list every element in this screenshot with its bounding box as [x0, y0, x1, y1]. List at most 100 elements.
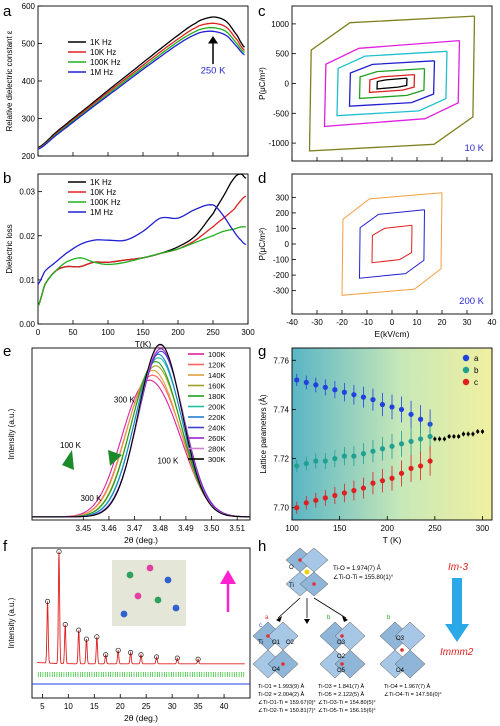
panel-g-point [294, 463, 300, 469]
atom-label-o3-middle: O3 [337, 640, 346, 646]
b-xtick-label: 200 [171, 328, 185, 337]
panel-g-point [332, 387, 338, 393]
panel-d-loop-0 [341, 192, 443, 296]
panel-g-point [303, 500, 309, 506]
c-ytick-label: -500 [273, 109, 290, 118]
panel-g-point [398, 406, 405, 413]
middle-text-1: Ti-O3 = 1.841(7) Å [318, 683, 365, 690]
f-xtick-label: 15 [90, 702, 99, 711]
d-xtick-label: 10 [413, 318, 422, 327]
panel-label-a: a [3, 3, 12, 20]
panel-b-ylabel: Dielectric loss [5, 224, 14, 273]
panel-g-xlabel: T (K) [383, 535, 402, 545]
panel-e-series-10 [32, 343, 250, 518]
panel-g-point [379, 446, 386, 452]
middle-text-4: ∠Ti-O5-Ti = 156.15(6)° [318, 707, 376, 714]
f-xtick-label: 30 [168, 702, 177, 711]
d-xtick-label: -40 [286, 318, 298, 327]
g-xtick-label: 200 [381, 524, 395, 533]
atom-label-o5-middle: O5 [337, 668, 346, 674]
panel-b-frame [37, 173, 249, 325]
panel-g-point [398, 470, 405, 476]
panel-c-loop-3 [348, 60, 436, 107]
a-ytick-label: 300 [22, 115, 36, 124]
b-xtick-label: 100 [101, 328, 115, 337]
panel-g-point [360, 485, 367, 491]
c-ytick-label: 1000 [271, 20, 289, 29]
panel-e-annotation: 100 K [157, 456, 179, 465]
f-xtick-label: 40 [220, 702, 229, 711]
panel-d-xlabel: E(kV/cm) [375, 329, 410, 339]
panel-f-inset-atom [172, 604, 180, 612]
panel-c-annotation: 10 K [464, 143, 484, 154]
panel-g-point [360, 394, 367, 400]
g-xtick-label: 250 [428, 524, 442, 533]
panel-d-loop-2 [371, 224, 413, 264]
panel-g-point [313, 458, 319, 464]
g-xtick-label: 100 [285, 524, 299, 533]
phase-arrow-head [445, 624, 469, 642]
panel-f-obs-marker [84, 636, 90, 642]
panel-g-ylabel: Lattice parameters (Å) [259, 394, 268, 473]
panel-b-series-3 [37, 204, 247, 285]
panel-c-loop-0 [308, 15, 476, 152]
panel-e-legend-label: 160K [208, 382, 226, 391]
panel-e-arrow-left [62, 450, 74, 470]
panel-g-legend-marker [462, 366, 470, 374]
e-xtick-label: 3.51 [229, 524, 245, 533]
panel-e-legend-label: 280K [208, 445, 226, 454]
right-text-1: Ti-O4 = 1.967(7) Å [384, 683, 431, 690]
panel-label-g: g [258, 343, 266, 360]
f-xtick-label: 10 [64, 702, 73, 711]
e-xtick-label: 3.47 [127, 524, 143, 533]
panel-e-legend-label: 120K [208, 361, 226, 370]
atom-label-o-center: O [289, 565, 294, 571]
panel-f-obs-marker [62, 621, 68, 627]
panel-c-frame [291, 5, 493, 162]
panel-e-legend-label: 240K [208, 424, 226, 433]
panel-g-point [370, 448, 376, 454]
panel-b-legend-label: 1M Hz [90, 208, 113, 217]
panel-f-obs-marker [56, 549, 62, 555]
panel-g-point [466, 432, 470, 436]
d-xtick-label: 20 [438, 318, 447, 327]
left-text-4: ∠Ti-O2-Ti = 150.81(7)° [258, 707, 316, 714]
panel-g-point [303, 379, 309, 385]
d-xtick-label: -10 [361, 318, 373, 327]
e-xtick-label: 3.46 [101, 524, 117, 533]
panel-label-b: b [3, 170, 11, 187]
panel-f-obs-marker [174, 655, 180, 661]
d-ytick-label: 200 [276, 209, 290, 218]
right-text-2: ∠Ti-O4-Ti = 147.56(0)° [384, 691, 442, 698]
panel-c-loop-2 [336, 50, 448, 117]
b-xtick-label: 150 [136, 328, 150, 337]
panel-b-series-0 [37, 173, 247, 307]
panel-g-point [389, 475, 395, 481]
e-xtick-label: 3.45 [76, 524, 92, 533]
panel-g-legend-marker [462, 354, 470, 362]
panel-g-legend-label: a [474, 354, 479, 363]
panel-g-point [427, 433, 433, 440]
atom-label-o3-right: O3 [396, 636, 405, 642]
panel-a-legend-label: 1K Hz [90, 38, 112, 47]
panel-g-point [379, 478, 386, 484]
panel-a-series-0 [37, 16, 245, 149]
axis-label-a-left: a [265, 615, 269, 621]
middle-octahedra [319, 621, 366, 679]
b-xtick-label: 300 [241, 328, 255, 337]
a-ytick-label: 400 [22, 77, 36, 86]
panel-g-point [351, 487, 357, 494]
panel-f-inset-atom [134, 592, 142, 600]
d-ytick-label: 300 [276, 193, 290, 202]
panel-g-point [313, 497, 319, 503]
panel-a-series-3 [37, 30, 245, 150]
panel-g-point [417, 463, 424, 469]
panel-label-f: f [3, 538, 8, 555]
panel-g-point [332, 455, 338, 462]
f-xtick-label: 25 [142, 702, 151, 711]
panel-g-legend-marker [462, 378, 470, 386]
center-angle-text: ∠Ti-O-Ti = 155.80(1)° [333, 574, 394, 581]
panel-c-ylabel: P(μC/m²) [258, 67, 267, 100]
panel-g-point [417, 436, 424, 442]
